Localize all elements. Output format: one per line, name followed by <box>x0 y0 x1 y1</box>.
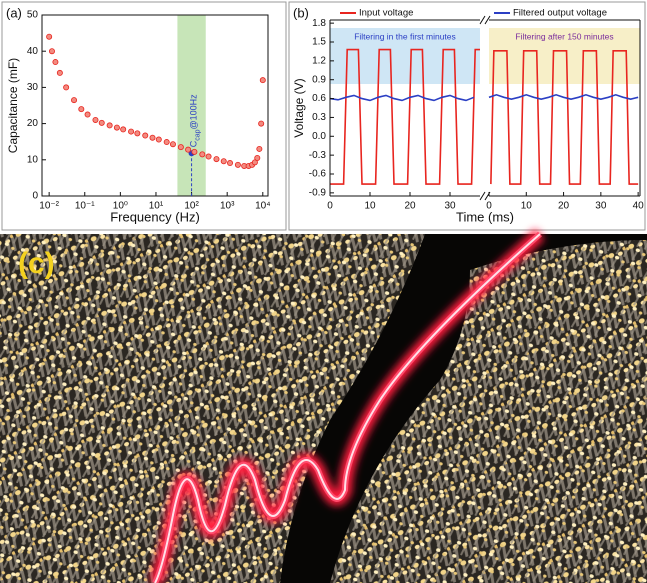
segment-background <box>489 28 640 84</box>
x-tick-label: 10⁰ <box>113 201 128 212</box>
data-point <box>134 130 141 137</box>
photo: (c) <box>0 228 647 583</box>
x-tick-label: 20 <box>404 201 416 212</box>
x-tick-label: 10 <box>364 201 376 212</box>
data-point <box>142 132 149 139</box>
annotation-part: @100Hz <box>189 94 199 130</box>
panel-label: (a) <box>6 5 22 20</box>
annotation: Ccap@100Hz <box>189 94 202 147</box>
data-point <box>98 119 105 126</box>
annotation-part: cap <box>195 129 202 140</box>
data-point <box>227 160 234 167</box>
x-tick-label: 10⁻² <box>39 201 59 212</box>
annotation-part: C <box>189 140 199 147</box>
y-tick-label: -0.6 <box>309 169 327 180</box>
data-point <box>259 77 266 84</box>
segment-label: Filtering in the first minutes <box>354 31 456 41</box>
x-tick-label: 10³ <box>220 201 235 212</box>
data-point <box>254 154 261 161</box>
data-point <box>213 156 220 163</box>
x-axis-label: Frequency (Hz) <box>110 209 200 224</box>
data-point <box>78 106 85 113</box>
y-tick-label: 1.8 <box>312 18 326 29</box>
x-tick-label: 0 <box>327 201 333 212</box>
y-tick-label: 0.0 <box>312 131 326 142</box>
data-point <box>163 139 170 146</box>
data-point <box>191 148 198 155</box>
x-tick-label: 40 <box>633 201 645 212</box>
series-line <box>488 93 639 101</box>
series-line <box>329 94 475 102</box>
y-tick-label: 50 <box>27 10 39 21</box>
x-tick-label: 0 <box>486 201 492 212</box>
data-point <box>63 84 70 91</box>
y-tick-label: 40 <box>27 46 39 57</box>
x-axis-label: Time (ms) <box>456 209 514 224</box>
wire-core <box>154 233 541 583</box>
data-point <box>256 145 263 152</box>
y-tick-label: 1.2 <box>312 55 326 66</box>
y-axis-label: Capacitance (mF) <box>6 58 20 153</box>
data-point <box>205 153 212 160</box>
y-tick-label: 20 <box>27 118 39 129</box>
data-point <box>155 136 162 143</box>
plot-frame <box>41 14 269 197</box>
series-line <box>330 48 480 185</box>
axis-break <box>479 15 491 25</box>
y-tick-label: 0.9 <box>312 74 326 85</box>
x-tick-label: 30 <box>595 201 607 212</box>
data-point <box>199 151 206 158</box>
x-tick-label: 10² <box>184 201 199 212</box>
y-axis-label: Voltage (V) <box>292 78 306 137</box>
x-tick-label: 10⁻¹ <box>75 201 95 212</box>
data-point <box>92 116 99 123</box>
data-point <box>234 161 241 168</box>
x-tick-label: 10 <box>521 201 533 212</box>
fiber-cluster <box>0 234 425 583</box>
data-point <box>46 33 53 40</box>
data-point <box>258 120 265 127</box>
x-tick-label: 10⁴ <box>255 201 270 212</box>
segment-label: Filtering after 150 minutes <box>515 31 613 41</box>
axis-break <box>479 191 491 201</box>
panel-label: (c) <box>18 247 55 280</box>
y-tick-label: 30 <box>27 82 39 93</box>
data-point <box>149 134 156 141</box>
data-point <box>106 122 113 129</box>
y-tick-label: 1.5 <box>312 37 326 48</box>
y-tick-label: 10 <box>27 154 39 165</box>
data-point <box>56 69 63 76</box>
data-point <box>220 158 227 165</box>
data-point <box>113 124 120 131</box>
data-point <box>128 128 135 135</box>
data-point <box>71 97 78 104</box>
legend-entry: Input voltage <box>359 8 413 19</box>
x-tick-label: 10¹ <box>149 201 164 212</box>
data-point <box>48 48 55 55</box>
y-tick-label: 0.6 <box>312 93 326 104</box>
data-point <box>84 111 91 118</box>
fiber-cluster <box>330 240 647 583</box>
y-tick-label: 0 <box>32 191 38 202</box>
panel-label: (b) <box>293 5 309 20</box>
data-point <box>169 141 176 148</box>
y-tick-label: -0.3 <box>309 150 327 161</box>
x-tick-label: 20 <box>558 201 570 212</box>
data-point <box>185 146 192 153</box>
y-tick-label: -0.9 <box>309 187 327 198</box>
legend-entry: Filtered output voltage <box>513 8 607 19</box>
data-point <box>52 59 59 66</box>
x-tick-label: 30 <box>444 201 456 212</box>
data-point <box>120 126 127 133</box>
y-tick-label: 0.3 <box>312 112 326 123</box>
data-point <box>177 144 184 151</box>
